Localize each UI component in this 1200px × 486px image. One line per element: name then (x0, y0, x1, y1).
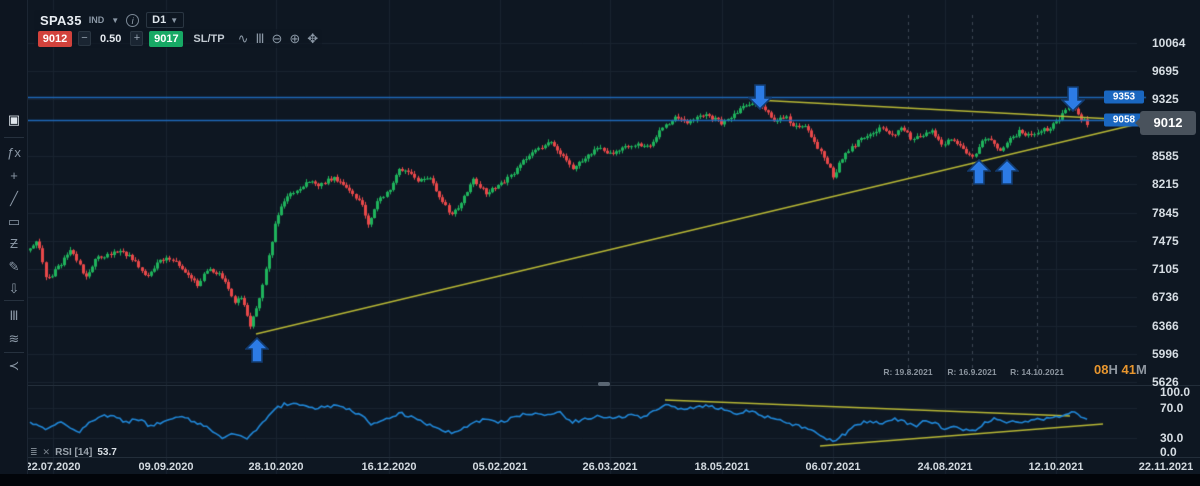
indicator-settings-icon[interactable]: ≣ (30, 447, 38, 457)
price-tick-label: 5626 (1152, 375, 1179, 390)
buy-signal-arrow[interactable] (994, 158, 1020, 191)
chart-toolbar-icons: ∿ Ⅲ ⊖ ⊕ ✥ (231, 30, 319, 48)
price-level-tag: 9058 (1104, 113, 1144, 127)
drawing-toolbar: ▣ ƒx + ╱ ▭ Ƶ ✎ ⇩ Ⅲ ≋ ≺ (0, 0, 28, 486)
indicators-fx-icon[interactable]: ƒx (7, 145, 21, 160)
shape-tool-icon[interactable]: ▭ (7, 214, 21, 229)
volume-profile-icon[interactable]: Ⅲ (255, 30, 265, 46)
volume-decrease-button[interactable]: − (78, 31, 91, 46)
bottom-strip (0, 474, 1200, 486)
toolbar-separator (4, 300, 24, 301)
price-tick-label: 7475 (1152, 233, 1179, 248)
pane-resize-handle[interactable] (598, 382, 610, 386)
market-type-label: IND (88, 15, 105, 25)
time-tick-label: 12.10.2021 (1028, 461, 1084, 473)
candlestick-chart-canvas[interactable] (0, 0, 1200, 474)
time-tick-label: 18.05.2021 (694, 461, 750, 473)
price-tick-label: 5996 (1152, 347, 1179, 361)
buy-signal-arrow[interactable] (966, 158, 992, 191)
time-tick-label: 05.02.2021 (472, 461, 528, 473)
timeframe-caret-icon: ▼ (170, 15, 179, 25)
symbol-name[interactable]: SPA35 (40, 12, 82, 28)
volume-increase-button[interactable]: + (130, 31, 144, 46)
sell-signal-arrow[interactable] (1060, 85, 1086, 118)
order-panel: 9012 − 0.50 + 9017 SL/TP ∿ Ⅲ ⊖ ⊕ ✥ (34, 29, 323, 48)
time-axis[interactable]: 22.07.2020 09.09.2020 28.10.2020 16.12.2020… (0, 457, 1200, 474)
volume-value[interactable]: 0.50 (100, 32, 122, 45)
sell-button[interactable]: 9012 (38, 30, 72, 47)
volume-icon[interactable]: Ⅲ (9, 308, 19, 323)
event-line-label: R: 16.9.2021 (947, 367, 997, 377)
buy-button[interactable]: 9017 (149, 30, 184, 47)
price-tick-label: 9325 (1152, 92, 1179, 107)
time-tick-label: 09.09.2020 (138, 461, 194, 473)
indicator-close-icon[interactable]: ✕ (42, 447, 51, 457)
countdown-hours-unit: H (1108, 362, 1118, 377)
line-chart-style-icon[interactable]: ∿ (237, 30, 249, 46)
countdown-minutes-unit: M (1135, 362, 1147, 377)
trendline-tool-icon[interactable]: ╱ (10, 191, 18, 206)
rsi-tick-label: 70.0 (1160, 401, 1184, 415)
price-tick-label: 9695 (1152, 64, 1179, 79)
rsi-tick-label: 100.0 (1160, 385, 1191, 399)
info-icon[interactable]: i (126, 13, 140, 27)
time-tick-label: 06.07.2021 (805, 461, 861, 473)
countdown-hours: 08 (1094, 362, 1109, 377)
zoom-in-icon[interactable]: ⊕ (289, 30, 301, 46)
sell-signal-arrow[interactable] (747, 83, 773, 116)
sltp-button[interactable]: SL/TP (193, 32, 225, 45)
time-tick-label: 28.10.2020 (248, 461, 304, 473)
timeframe-label: D1 (152, 14, 167, 26)
share-icon[interactable]: ≺ (8, 358, 20, 373)
pan-move-icon[interactable]: ✥ (307, 30, 319, 46)
countdown-minutes: 41 (1121, 362, 1136, 377)
rsi-indicator-legend: ≣ ✕ RSI [14] 53.7 (30, 447, 117, 458)
draw-tool-icon[interactable]: ✎ (8, 259, 20, 274)
toolbar-separator (4, 137, 24, 138)
price-level-tag: 9353 (1104, 90, 1144, 104)
time-tick-label: 26.03.2021 (582, 461, 638, 473)
timeframe-selector[interactable]: D1 ▼ (146, 12, 185, 28)
price-tick-label: 6366 (1152, 318, 1179, 333)
indicator-value: 53.7 (97, 447, 117, 458)
price-tick-label: 6736 (1152, 290, 1179, 305)
time-tick-label: 16.12.2020 (361, 461, 417, 473)
rsi-tick-label: 0.0 (1160, 445, 1177, 459)
event-line-label: R: 19.8.2021 (883, 367, 933, 377)
buy-signal-arrow[interactable] (244, 336, 270, 369)
rsi-tick-label: 30.0 (1160, 431, 1184, 445)
arrow-marker-tool-icon[interactable]: ⇩ (8, 281, 20, 296)
bar-countdown: 08H 41M (1094, 362, 1147, 377)
chart-layout-icon[interactable]: ▣ (7, 112, 21, 127)
price-tick-label: 7845 (1152, 205, 1179, 220)
price-tick-label: 7105 (1152, 262, 1179, 277)
symbol-dropdown-caret-icon[interactable]: ▼ (111, 15, 120, 25)
zoom-out-icon[interactable]: ⊖ (271, 30, 283, 46)
current-price-tag: 9012 (1135, 111, 1196, 136)
pattern-tool-icon[interactable]: Ƶ (10, 236, 18, 251)
price-tick-label: 8215 (1152, 177, 1179, 192)
crosshair-tool-icon[interactable]: + (10, 168, 18, 183)
price-tick-label: 8585 (1152, 149, 1179, 164)
toolbar-separator (4, 352, 24, 353)
time-tick-label: 24.08.2021 (917, 461, 973, 473)
layers-icon[interactable]: ≋ (8, 331, 20, 346)
time-tick-label: 22.11.2021 (1138, 461, 1194, 473)
time-tick-label: 22.07.2020 (25, 461, 81, 473)
symbol-bar: SPA35 IND ▼ i D1 ▼ (34, 10, 191, 30)
event-line-label: R: 14.10.2021 (1010, 367, 1064, 377)
price-tick-label: 10064 (1152, 36, 1186, 50)
indicator-name: RSI [14] (55, 447, 93, 458)
